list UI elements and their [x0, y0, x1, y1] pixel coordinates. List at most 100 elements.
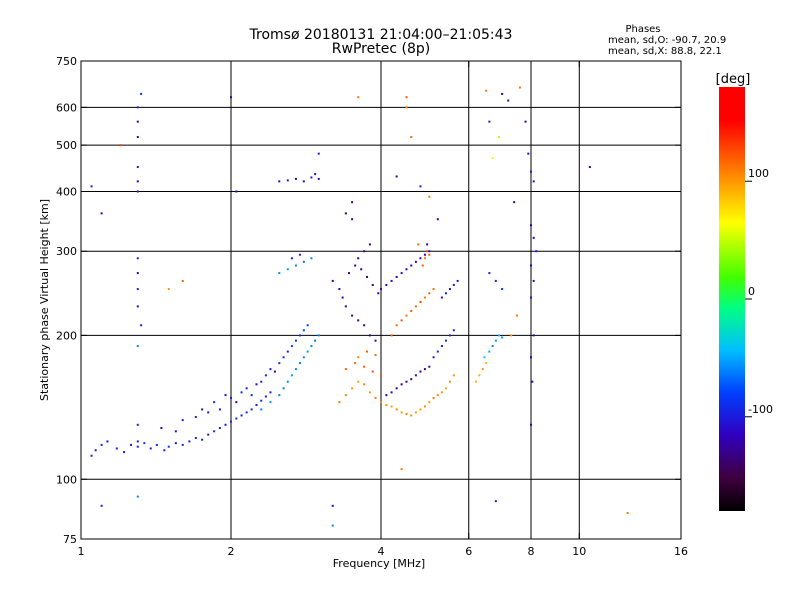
data-point	[310, 345, 313, 348]
data-point	[344, 212, 347, 215]
colorbar-tick-label: -100	[748, 403, 773, 416]
data-point	[485, 362, 488, 365]
data-point	[341, 296, 344, 299]
data-point	[494, 500, 497, 503]
data-point	[136, 272, 139, 275]
data-point	[428, 365, 431, 368]
x-tick-label: 4	[378, 545, 385, 558]
data-point	[282, 356, 285, 359]
chart-subtitle: RwPretec (8p)	[332, 41, 430, 57]
data-point	[531, 380, 534, 383]
data-point	[390, 405, 393, 408]
data-point	[298, 334, 301, 337]
colorbar-ticks: 100 0 -100	[745, 167, 773, 418]
colorbar-unit-label: [deg]	[716, 72, 751, 87]
data-point	[351, 387, 354, 390]
data-point	[317, 177, 320, 180]
data-point	[436, 394, 439, 397]
data-point	[491, 157, 494, 160]
data-point	[494, 279, 497, 282]
data-point	[290, 257, 293, 260]
data-point	[423, 368, 426, 371]
data-point	[317, 152, 320, 155]
data-point	[298, 362, 301, 365]
data-point	[136, 190, 139, 193]
data-point	[354, 362, 357, 365]
data-point	[240, 414, 243, 417]
data-point	[501, 92, 504, 95]
data-point	[344, 305, 347, 308]
data-point	[269, 401, 272, 404]
data-point	[278, 394, 281, 397]
data-point	[405, 268, 408, 271]
data-point	[136, 445, 139, 448]
data-point	[306, 350, 309, 353]
data-point	[119, 144, 122, 147]
data-point	[410, 414, 413, 417]
data-point	[530, 296, 532, 299]
data-point	[530, 423, 532, 426]
data-point	[143, 442, 146, 445]
data-point	[338, 401, 341, 404]
data-point	[410, 309, 413, 312]
data-point	[448, 334, 451, 337]
data-point	[136, 345, 139, 348]
data-point	[286, 268, 289, 271]
x-tick-label: 1	[78, 545, 85, 558]
x-tick-label: 2	[228, 545, 235, 558]
data-point	[395, 408, 398, 411]
data-point	[136, 288, 139, 291]
data-point	[218, 408, 221, 411]
data-point	[90, 185, 93, 188]
data-point	[136, 440, 139, 443]
data-point	[532, 236, 535, 239]
stats-heading: Phases	[625, 24, 660, 35]
data-point	[530, 264, 532, 267]
y-tick-label: 100	[56, 473, 77, 486]
data-point	[368, 334, 371, 337]
data-point	[452, 329, 455, 332]
data-point	[390, 334, 393, 337]
data-point	[240, 391, 243, 394]
data-point	[436, 218, 439, 221]
data-point	[516, 314, 519, 317]
data-point	[357, 380, 360, 383]
data-point	[302, 356, 305, 359]
data-point	[201, 408, 204, 411]
data-point	[294, 368, 297, 371]
y-tick-label: 75	[63, 533, 77, 546]
data-point	[331, 279, 334, 282]
y-axis-label: Stationary phase Virtual Height [km]	[38, 199, 51, 401]
x-tick-label: 8	[528, 545, 535, 558]
data-point	[410, 264, 413, 267]
data-point	[405, 314, 408, 317]
data-point	[452, 374, 455, 377]
data-point	[207, 411, 210, 414]
data-point	[419, 185, 422, 188]
data-point	[331, 504, 334, 507]
data-point	[194, 436, 197, 439]
data-point	[123, 451, 126, 454]
data-point	[278, 272, 281, 275]
data-point	[507, 99, 510, 102]
data-point	[136, 120, 139, 123]
data-point	[149, 447, 152, 450]
data-point	[423, 253, 426, 256]
data-point	[405, 106, 408, 109]
data-point	[444, 339, 447, 342]
data-point	[363, 365, 366, 368]
data-point	[298, 253, 301, 256]
data-point	[410, 378, 413, 381]
data-point	[497, 136, 500, 139]
data-point	[174, 442, 177, 445]
data-point	[294, 177, 297, 180]
data-point	[385, 394, 388, 397]
data-point	[366, 350, 369, 353]
data-point	[90, 454, 93, 457]
data-point	[530, 356, 532, 359]
data-point	[395, 275, 398, 278]
data-point	[368, 243, 371, 246]
data-point	[338, 288, 341, 291]
data-point	[136, 166, 139, 169]
data-point	[344, 394, 347, 397]
